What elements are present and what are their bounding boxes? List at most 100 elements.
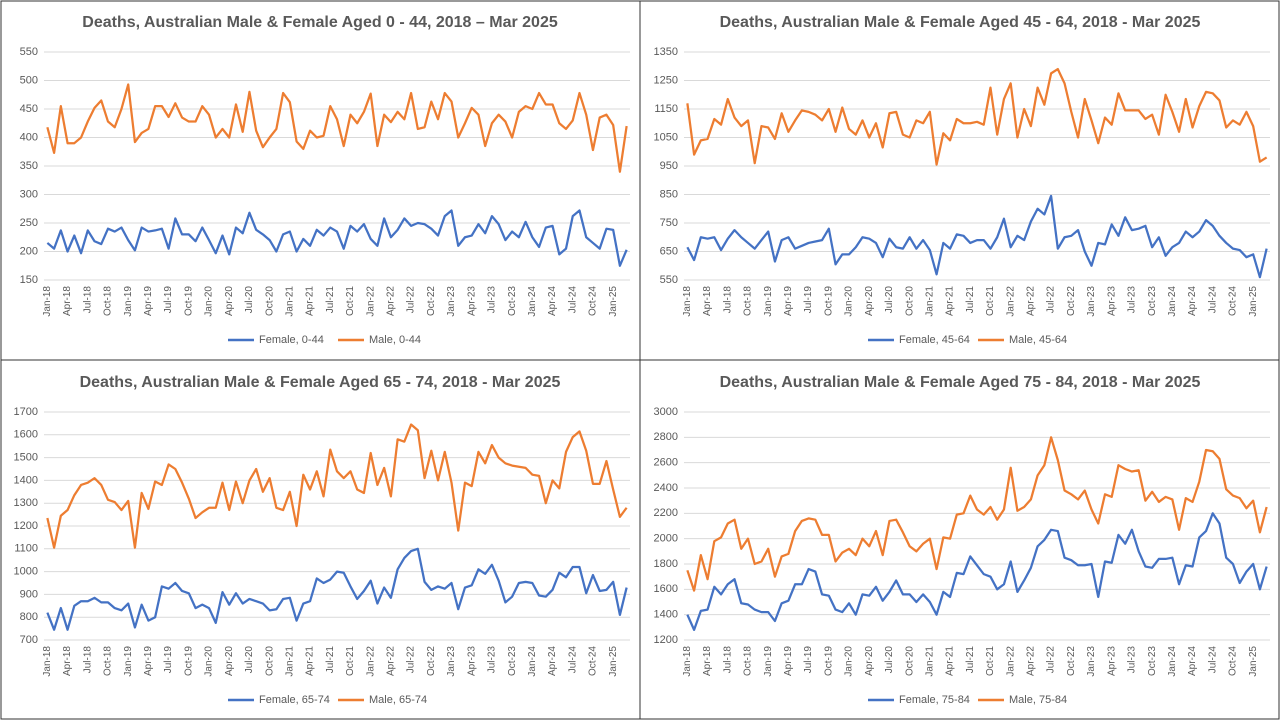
x-tick-label: Jan-20: [844, 646, 855, 677]
x-tick-label: Jan-21: [284, 646, 295, 677]
x-tick-label: Jul-21: [965, 286, 976, 314]
x-tick-label: Oct-21: [345, 646, 356, 676]
x-tick-label: Jan-23: [1086, 646, 1097, 677]
y-tick-label: 1600: [14, 429, 38, 441]
chart-title: Deaths, Australian Male & Female Aged 45…: [720, 14, 1201, 31]
y-tick-label: 1400: [654, 609, 678, 621]
x-tick-label: Jul-18: [722, 646, 733, 674]
x-tick-label: Oct-21: [345, 286, 356, 316]
x-tick-label: Jan-24: [527, 286, 538, 317]
legend-label: Male, 75-84: [1009, 694, 1067, 706]
x-tick-label: Apr-19: [143, 646, 154, 676]
x-tick-label: Oct-21: [985, 286, 996, 316]
x-tick-label: Apr-21: [305, 646, 316, 676]
x-tick-label: Apr-19: [783, 646, 794, 676]
x-tick-label: Jan-21: [284, 286, 295, 317]
x-tick-label: Jul-24: [567, 646, 578, 674]
x-tick-label: Jul-19: [163, 286, 174, 314]
x-tick-label: Jul-24: [1207, 286, 1218, 314]
y-tick-label: 450: [20, 103, 38, 115]
y-tick-label: 500: [20, 74, 38, 86]
legend-label: Female, 0-44: [259, 334, 324, 346]
series-line: [686, 512, 1268, 631]
x-tick-label: Apr-23: [1106, 646, 1117, 676]
x-tick-label: Jan-21: [924, 286, 935, 317]
x-tick-label: Oct-23: [507, 646, 518, 676]
x-tick-label: Jan-23: [446, 286, 457, 317]
x-tick-label: Oct-22: [1066, 286, 1077, 316]
x-tick-label: Oct-19: [183, 286, 194, 316]
x-tick-label: Jan-25: [1248, 286, 1259, 317]
x-tick-label: Oct-18: [103, 286, 114, 316]
x-tick-label: Jul-24: [1207, 646, 1218, 674]
x-tick-label: Apr-23: [1106, 286, 1117, 316]
x-tick-label: Jan-18: [42, 646, 53, 677]
y-tick-label: 1150: [654, 103, 678, 115]
legend-label: Male, 65-74: [369, 694, 427, 706]
x-tick-label: Oct-22: [1066, 646, 1077, 676]
x-tick-label: Jan-24: [1167, 646, 1178, 677]
x-tick-label: Apr-23: [466, 286, 477, 316]
y-tick-label: 1350: [654, 46, 678, 58]
x-tick-label: Jul-21: [325, 286, 336, 314]
x-tick-label: Jan-25: [608, 286, 619, 317]
chart-title: Deaths, Australian Male & Female Aged 75…: [720, 374, 1201, 391]
x-tick-label: Jul-20: [884, 286, 895, 314]
x-tick-label: Jul-24: [567, 286, 578, 314]
x-tick-label: Oct-22: [426, 646, 437, 676]
x-tick-label: Jan-18: [682, 646, 693, 677]
x-tick-label: Jul-22: [406, 646, 417, 674]
x-tick-label: Jul-23: [1127, 646, 1138, 674]
x-tick-label: Oct-23: [507, 286, 518, 316]
legend-label: Female, 65-74: [259, 694, 330, 706]
x-tick-label: Oct-18: [103, 646, 114, 676]
x-tick-label: Oct-19: [183, 646, 194, 676]
x-tick-label: Jan-22: [1005, 286, 1016, 317]
x-tick-label: Jul-23: [487, 646, 498, 674]
x-tick-label: Oct-18: [743, 646, 754, 676]
y-tick-label: 1400: [14, 474, 38, 486]
x-tick-label: Oct-20: [264, 286, 275, 316]
y-tick-label: 150: [20, 274, 38, 286]
x-tick-label: Jul-18: [82, 286, 93, 314]
x-tick-label: Jan-25: [608, 646, 619, 677]
x-tick-label: Jan-22: [1005, 646, 1016, 677]
x-tick-label: Jul-19: [163, 646, 174, 674]
series-line: [686, 67, 1268, 166]
x-tick-label: Jan-19: [123, 646, 134, 677]
x-tick-label: Oct-23: [1147, 646, 1158, 676]
y-tick-label: 2600: [654, 457, 678, 469]
x-tick-label: Jan-20: [844, 286, 855, 317]
x-tick-label: Apr-23: [466, 646, 477, 676]
x-tick-label: Oct-24: [1228, 646, 1239, 676]
y-tick-label: 800: [20, 611, 38, 623]
y-tick-label: 750: [660, 217, 678, 229]
x-tick-label: Jan-18: [682, 286, 693, 317]
x-tick-label: Apr-22: [1026, 646, 1037, 676]
y-tick-label: 2400: [654, 482, 678, 494]
y-tick-label: 2800: [654, 431, 678, 443]
x-tick-label: Oct-19: [823, 646, 834, 676]
x-tick-label: Jul-20: [884, 646, 895, 674]
series-line: [46, 209, 628, 267]
x-tick-label: Oct-24: [588, 286, 599, 316]
x-tick-label: Jan-20: [204, 286, 215, 317]
x-tick-label: Apr-21: [305, 286, 316, 316]
y-tick-label: 1300: [14, 497, 38, 509]
x-tick-label: Apr-24: [1187, 646, 1198, 676]
x-tick-label: Apr-24: [547, 286, 558, 316]
x-tick-label: Apr-20: [864, 286, 875, 316]
x-tick-label: Oct-20: [904, 646, 915, 676]
x-tick-label: Jan-19: [763, 286, 774, 317]
y-tick-label: 300: [20, 188, 38, 200]
y-tick-label: 400: [20, 131, 38, 143]
y-tick-label: 1200: [654, 634, 678, 646]
y-tick-label: 1700: [14, 406, 38, 418]
legend-label: Female, 75-84: [899, 694, 970, 706]
x-tick-label: Jul-23: [1127, 286, 1138, 314]
x-tick-label: Jul-19: [803, 286, 814, 314]
series-line: [686, 436, 1268, 592]
y-tick-label: 2200: [654, 507, 678, 519]
x-tick-label: Jul-21: [325, 646, 336, 674]
x-tick-label: Apr-20: [224, 646, 235, 676]
